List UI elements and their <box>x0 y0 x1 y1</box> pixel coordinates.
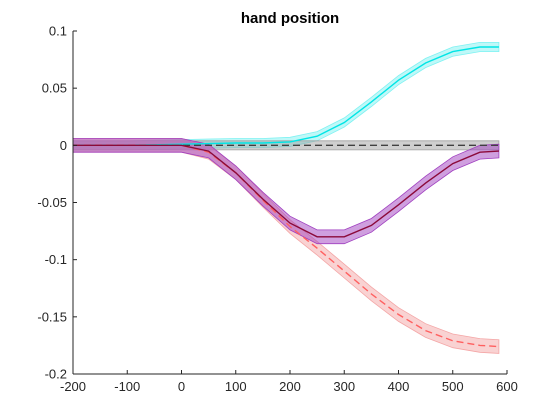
axes-layer: -200 -100 0 100 200 300 400 500 600 0.1 0.05 0 -0.05… <box>37 24 517 395</box>
x-tick-label: -200 <box>60 379 86 394</box>
y-tick-label: 0.1 <box>49 24 67 39</box>
x-tick-label: 600 <box>496 379 518 394</box>
x-tick-label: 0 <box>178 379 185 394</box>
y-tick-label: 0 <box>60 138 67 153</box>
series-4-band <box>72 138 500 245</box>
series-4-line <box>73 144 499 238</box>
x-tick-label: 400 <box>388 379 410 394</box>
bands-layer <box>72 42 500 354</box>
x-tick-label: 500 <box>442 379 464 394</box>
chart-title: hand position <box>241 10 339 27</box>
y-tick-label: 0.05 <box>42 81 67 96</box>
x-tick-label: 300 <box>333 379 355 394</box>
y-tick-label: -0.1 <box>45 252 67 267</box>
lines-layer <box>73 46 499 348</box>
series-1-line <box>73 46 499 146</box>
y-tick-label: -0.15 <box>37 309 67 324</box>
x-tick-label: -100 <box>114 379 140 394</box>
y-tick-label: -0.2 <box>45 367 67 382</box>
x-tick-label: 200 <box>279 379 301 394</box>
y-tick-label: -0.05 <box>37 195 67 210</box>
x-tick-label: 100 <box>225 379 247 394</box>
